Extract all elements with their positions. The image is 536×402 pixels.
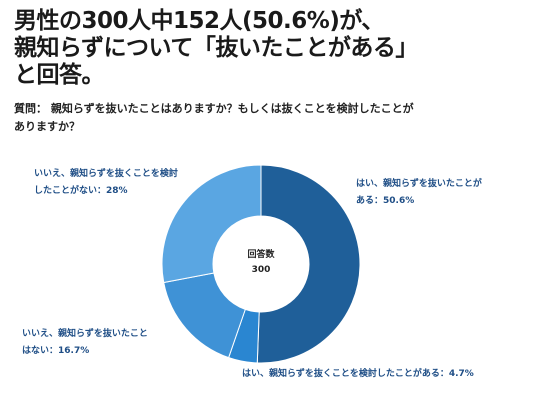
headline-line-2: 親知らずについて「抜いたことがある」 <box>14 35 418 61</box>
headline: 男性の300人中152人(50.6%)が、 親知らずについて「抜いたことがある」… <box>14 8 524 89</box>
donut-center-label: 回答数 300 <box>231 248 291 278</box>
label-no-considered-line-2: したことがない：28% <box>34 186 128 196</box>
headline-line-1: 男性の300人中152人(50.6%)が、 <box>14 8 384 34</box>
label-no-extracted-line-2: はない：16.7% <box>22 346 90 356</box>
total-value: 300 <box>251 265 271 275</box>
slice-yes-extracted <box>256 164 361 364</box>
label-no-considered-line-1: いいえ、親知らずを抜くことを検討 <box>34 169 178 179</box>
survey-question: 質問： 親知らずを抜いたことはありますか？もしくは抜くことを検討したことが あり… <box>14 100 514 136</box>
label-yes-considered: はい、親知らずを抜くことを検討したことがある：4.7% <box>242 369 474 379</box>
label-yes-extracted-line-1: はい、親知らずを抜いたことが <box>356 179 482 189</box>
total-label: 回答数 <box>247 250 275 260</box>
slice-no-considered <box>161 164 262 284</box>
label-yes-extracted: はい、親知らずを抜いたことが ある：50.6% <box>356 176 482 210</box>
headline-line-3: と回答。 <box>14 62 105 88</box>
donut-hole <box>213 216 309 312</box>
label-no-considered: いいえ、親知らずを抜くことを検討 したことがない：28% <box>34 166 178 200</box>
label-no-extracted: いいえ、親知らずを抜いたこと はない：16.7% <box>22 326 148 360</box>
label-yes-extracted-line-2: ある：50.6% <box>356 196 415 206</box>
question-line-2: ありますか？ <box>14 120 80 133</box>
label-no-extracted-line-1: いいえ、親知らずを抜いたこと <box>22 329 148 339</box>
question-line-1: 質問： 親知らずを抜いたことはありますか？もしくは抜くことを検討したことが <box>14 102 414 115</box>
